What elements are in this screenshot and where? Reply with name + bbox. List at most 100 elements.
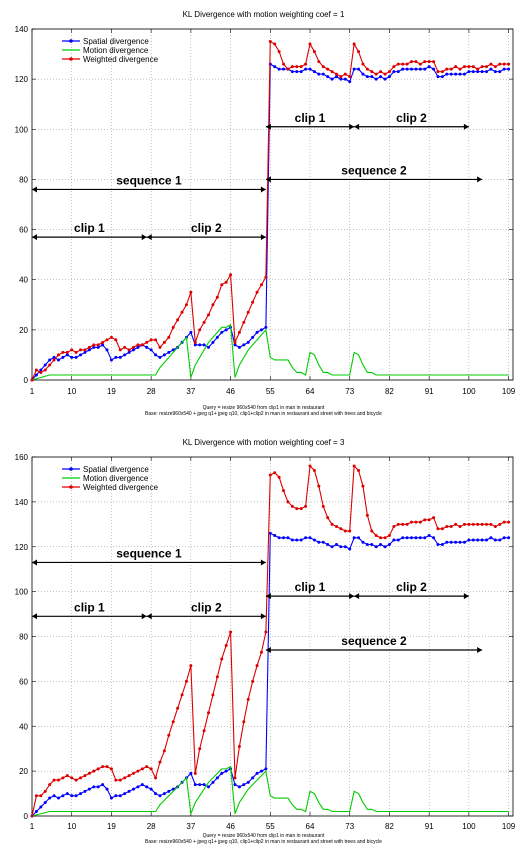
series-line-1	[31, 323, 509, 381]
annotation-label: sequence 2	[341, 634, 407, 648]
data-point	[220, 283, 224, 287]
data-point	[96, 345, 100, 349]
data-point	[87, 345, 91, 349]
data-point	[312, 468, 316, 472]
data-point	[70, 355, 74, 359]
data-point	[162, 340, 166, 344]
data-point	[352, 464, 356, 468]
data-point	[237, 330, 241, 334]
data-point	[92, 343, 96, 347]
data-point	[361, 62, 365, 66]
annotation-label: sequence 1	[116, 546, 182, 560]
data-point	[52, 778, 56, 782]
data-point	[445, 67, 449, 71]
data-point	[379, 543, 383, 547]
data-point	[308, 536, 312, 540]
data-point	[242, 783, 246, 787]
data-point	[237, 785, 241, 789]
data-point	[326, 67, 330, 71]
data-point	[493, 525, 497, 529]
x-tick-label: 37	[186, 387, 195, 396]
data-point	[480, 538, 484, 542]
data-point	[458, 67, 462, 71]
data-point	[321, 540, 325, 544]
data-point	[489, 62, 493, 66]
data-point	[39, 794, 43, 798]
data-point	[498, 70, 502, 74]
data-point	[202, 320, 206, 324]
data-point	[105, 765, 109, 769]
data-point	[43, 363, 47, 367]
data-point	[184, 679, 188, 683]
data-point	[330, 77, 334, 81]
data-point	[224, 280, 228, 284]
data-point	[361, 540, 365, 544]
data-point	[202, 783, 206, 787]
data-point	[202, 729, 206, 733]
data-point	[458, 540, 462, 544]
data-point	[193, 783, 197, 787]
data-point	[282, 62, 286, 66]
data-point	[215, 776, 219, 780]
data-point	[357, 468, 361, 472]
data-point	[268, 531, 272, 535]
data-point	[39, 805, 43, 809]
data-point	[118, 778, 122, 782]
data-point	[401, 522, 405, 526]
data-point	[264, 325, 268, 329]
data-point	[396, 522, 400, 526]
data-point	[123, 353, 127, 357]
data-point	[427, 60, 431, 64]
data-point	[365, 75, 369, 79]
data-point	[445, 540, 449, 544]
annotation-arrowhead	[146, 613, 152, 620]
data-point	[485, 70, 489, 74]
data-point	[136, 345, 140, 349]
data-point	[295, 65, 299, 69]
data-point	[246, 780, 250, 784]
data-point	[418, 536, 422, 540]
data-point	[485, 538, 489, 542]
data-point	[56, 778, 60, 782]
data-point	[330, 522, 334, 526]
data-point	[339, 545, 343, 549]
data-point	[255, 664, 259, 668]
data-point	[83, 774, 87, 778]
x-tick-label: 82	[385, 822, 394, 831]
data-point	[43, 368, 47, 372]
data-point	[476, 522, 480, 526]
data-point	[145, 345, 149, 349]
data-point	[290, 70, 294, 74]
data-point	[101, 783, 105, 787]
data-point	[334, 525, 338, 529]
data-point	[224, 643, 228, 647]
data-point	[224, 769, 228, 773]
data-point	[374, 77, 378, 81]
data-point	[96, 767, 100, 771]
data-point	[79, 776, 83, 780]
annotation-arrowhead	[32, 613, 37, 620]
legend-label: Spatial divergence	[83, 37, 149, 46]
data-point	[158, 760, 162, 764]
data-point	[273, 42, 277, 46]
data-point	[180, 693, 184, 697]
data-point	[454, 72, 458, 76]
data-point	[502, 520, 506, 524]
data-point	[237, 744, 241, 748]
data-point	[118, 348, 122, 352]
data-point	[74, 355, 78, 359]
data-point	[326, 75, 330, 79]
data-point	[101, 765, 105, 769]
data-point	[109, 767, 113, 771]
data-point	[374, 545, 378, 549]
data-point	[52, 358, 56, 362]
data-point	[34, 373, 38, 377]
data-point	[352, 67, 356, 71]
data-point	[229, 630, 233, 634]
legend-marker	[69, 485, 73, 489]
x-tick-label: 19	[107, 387, 116, 396]
data-point	[343, 545, 347, 549]
data-point	[476, 70, 480, 74]
data-point	[396, 70, 400, 74]
data-point	[317, 484, 321, 488]
